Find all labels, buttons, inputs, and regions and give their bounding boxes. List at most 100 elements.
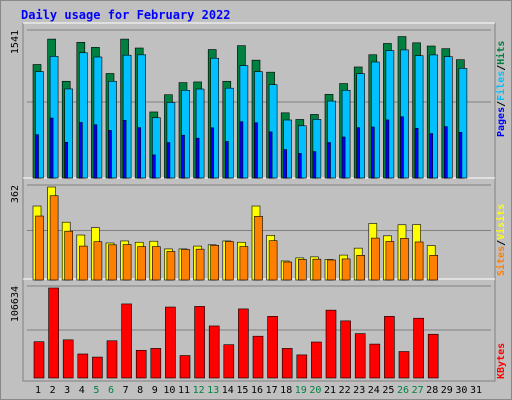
- x-tick-label-day-5: 5: [93, 385, 99, 396]
- bar-sites-day-18: [283, 261, 293, 281]
- bar-kbytes-day-15: [238, 308, 249, 379]
- bar-sites-day-1: [35, 215, 44, 281]
- panel-3-legend: KBytes: [496, 343, 507, 379]
- bar-pages-day-10: [166, 142, 171, 179]
- bar-kbytes-day-21: [325, 309, 337, 379]
- bar-files-day-10: [166, 102, 176, 179]
- bar-sites-day-26: [400, 238, 409, 281]
- x-tick-label-day-18: 18: [280, 385, 292, 396]
- bar-files-day-9: [152, 117, 161, 179]
- bar-pages-day-4: [79, 122, 83, 179]
- bar-sites-day-4: [79, 245, 88, 281]
- x-tick-label-day-14: 14: [222, 385, 234, 396]
- bar-sites-day-19: [297, 259, 307, 281]
- bar-files-day-17: [268, 84, 278, 179]
- bar-pages-day-16: [254, 122, 258, 179]
- bar-pages-day-19: [297, 153, 302, 179]
- legend-pages: Pages: [496, 107, 507, 137]
- bar-files-day-19: [297, 125, 307, 179]
- x-tick-label-day-29: 29: [441, 385, 453, 396]
- bar-sites-day-2: [49, 195, 59, 281]
- x-tick-label-day-11: 11: [178, 385, 190, 396]
- bar-pages-day-9: [152, 154, 156, 179]
- bar-kbytes-day-20: [311, 341, 322, 379]
- bar-files-day-28: [429, 54, 439, 179]
- bar-files-day-22: [341, 89, 351, 179]
- legend-kbytes: KBytes: [496, 343, 507, 379]
- bar-pages-day-3: [64, 141, 69, 179]
- bar-kbytes-day-14: [223, 344, 235, 379]
- bar-kbytes-day-3: [62, 339, 74, 379]
- x-tick-label-day-16: 16: [251, 385, 263, 396]
- bar-kbytes-day-23: [354, 333, 366, 379]
- bar-pages-day-21: [327, 142, 331, 179]
- x-tick-label-day-3: 3: [64, 385, 70, 396]
- bar-files-day-24: [370, 61, 380, 179]
- bar-files-day-11: [181, 89, 190, 179]
- bar-sites-day-17: [268, 240, 278, 281]
- bar-sites-day-13: [210, 245, 219, 281]
- x-tick-label-day-21: 21: [324, 385, 336, 396]
- bar-sites-day-23: [356, 255, 366, 281]
- bar-sites-day-16: [254, 215, 263, 281]
- x-tick-label-day-4: 4: [79, 385, 85, 396]
- bar-pages-day-13: [210, 127, 214, 179]
- bar-sites-day-8: [137, 246, 146, 281]
- bar-kbytes-day-16: [252, 335, 264, 379]
- bar-files-day-13: [210, 57, 219, 179]
- bar-pages-day-11: [181, 134, 185, 179]
- bar-kbytes-day-7: [121, 303, 132, 379]
- bar-pages-day-17: [268, 131, 273, 179]
- bar-kbytes-day-9: [150, 348, 162, 379]
- bar-pages-day-5: [93, 124, 98, 179]
- bar-sites-day-9: [152, 246, 161, 281]
- legend-files: Files: [495, 71, 507, 101]
- x-tick-label-day-27: 27: [412, 385, 424, 396]
- bar-pages-day-26: [400, 116, 404, 179]
- bar-files-day-6: [108, 80, 117, 179]
- legend-separator: /: [496, 101, 507, 107]
- legend-sites: Sites: [495, 246, 507, 276]
- bar-sites-day-12: [195, 248, 205, 281]
- bar-pages-day-14: [225, 141, 229, 179]
- bar-pages-day-20: [312, 151, 317, 179]
- bar-kbytes-day-8: [135, 349, 147, 379]
- x-tick-label-day-13: 13: [207, 385, 219, 396]
- x-tick-label-day-6: 6: [108, 385, 114, 396]
- panel-1-legend: Pages/Files/Hits: [495, 41, 507, 137]
- legend-hits: Hits: [495, 41, 507, 65]
- x-tick-label-day-9: 9: [152, 385, 158, 396]
- bar-kbytes-day-27: [413, 317, 424, 379]
- bar-files-day-20: [312, 119, 322, 179]
- panel-1-max-label: 1541: [10, 30, 21, 54]
- bar-files-day-27: [414, 55, 424, 179]
- bar-pages-day-18: [283, 149, 288, 179]
- x-tick-label-day-17: 17: [266, 385, 278, 396]
- x-tick-label-day-28: 28: [426, 385, 438, 396]
- x-tick-label-day-10: 10: [163, 385, 175, 396]
- x-tick-label-day-24: 24: [368, 385, 380, 396]
- bar-files-day-5: [93, 56, 103, 179]
- bar-kbytes-day-11: [179, 355, 191, 379]
- bar-files-day-29: [443, 56, 453, 179]
- bar-kbytes-day-19: [296, 354, 308, 379]
- bar-sites-day-20: [312, 258, 322, 281]
- x-tick-label-day-25: 25: [382, 385, 394, 396]
- bar-sites-day-6: [108, 244, 117, 281]
- x-tick-label-day-31: 31: [470, 385, 482, 396]
- bar-pages-day-12: [195, 137, 200, 179]
- x-tick-label-day-12: 12: [193, 385, 205, 396]
- legend-separator: /: [496, 65, 507, 71]
- bar-files-day-23: [356, 73, 366, 179]
- bar-pages-day-7: [122, 120, 127, 179]
- bar-sites-day-27: [414, 241, 424, 281]
- bar-kbytes-day-4: [77, 353, 89, 379]
- bar-kbytes-day-22: [340, 320, 351, 379]
- chart-title: Daily usage for February 2022: [21, 8, 231, 22]
- bar-files-day-7: [122, 54, 132, 179]
- bar-pages-day-8: [137, 127, 141, 179]
- legend-separator: /: [496, 240, 507, 246]
- x-tick-label-day-15: 15: [236, 385, 248, 396]
- bar-sites-day-14: [225, 241, 234, 281]
- bar-sites-day-10: [166, 251, 176, 281]
